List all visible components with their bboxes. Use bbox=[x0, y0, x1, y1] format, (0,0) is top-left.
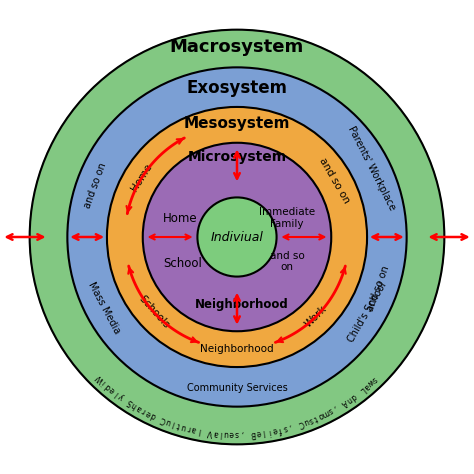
Text: l: l bbox=[198, 426, 201, 435]
Text: s: s bbox=[282, 423, 288, 433]
Text: u: u bbox=[180, 421, 187, 432]
Text: e: e bbox=[108, 384, 117, 394]
Text: e: e bbox=[229, 429, 234, 438]
Text: m: m bbox=[320, 407, 331, 419]
Text: l: l bbox=[262, 428, 265, 437]
Text: S: S bbox=[125, 397, 134, 407]
Text: r: r bbox=[140, 406, 147, 415]
Text: and so on: and so on bbox=[82, 161, 108, 210]
Text: Home: Home bbox=[163, 212, 198, 225]
Text: Macrosystem: Macrosystem bbox=[170, 37, 304, 55]
Text: B: B bbox=[250, 428, 256, 438]
Text: l: l bbox=[219, 428, 222, 438]
Text: Child's School: Child's School bbox=[346, 281, 389, 344]
Text: Exosystem: Exosystem bbox=[186, 79, 288, 97]
Text: a: a bbox=[361, 381, 371, 391]
Text: e: e bbox=[145, 408, 153, 418]
Text: ,: , bbox=[332, 403, 338, 412]
Text: Indiviual: Indiviual bbox=[210, 230, 264, 244]
Text: Immediate
Family: Immediate Family bbox=[259, 207, 315, 229]
Text: u: u bbox=[224, 429, 229, 438]
Text: d: d bbox=[348, 391, 358, 401]
Text: C: C bbox=[159, 414, 167, 425]
Text: Schools: Schools bbox=[137, 294, 171, 330]
Text: h: h bbox=[130, 400, 139, 410]
Text: i: i bbox=[267, 427, 271, 436]
Text: ,: , bbox=[288, 422, 293, 431]
Text: Home: Home bbox=[129, 162, 154, 193]
Text: W: W bbox=[94, 373, 106, 384]
Text: L: L bbox=[357, 384, 366, 394]
Text: s: s bbox=[327, 406, 334, 415]
Text: d: d bbox=[149, 410, 157, 420]
Text: Neighborhood: Neighborhood bbox=[195, 298, 289, 311]
Text: y: y bbox=[116, 391, 125, 401]
Text: u: u bbox=[164, 417, 172, 427]
Circle shape bbox=[67, 67, 407, 407]
Text: Parents' Workplace: Parents' Workplace bbox=[346, 125, 397, 212]
Text: f: f bbox=[278, 425, 282, 434]
Text: and so on: and so on bbox=[366, 264, 392, 313]
Text: ,: , bbox=[241, 429, 244, 438]
Circle shape bbox=[107, 107, 367, 367]
Text: Microsystem: Microsystem bbox=[187, 150, 287, 164]
Text: C: C bbox=[297, 418, 305, 428]
Text: t: t bbox=[312, 413, 319, 422]
Text: u: u bbox=[302, 417, 310, 427]
Text: w: w bbox=[365, 377, 375, 388]
Text: l: l bbox=[113, 389, 120, 397]
Circle shape bbox=[30, 30, 444, 444]
Text: and so on: and so on bbox=[317, 156, 351, 206]
Text: School: School bbox=[163, 257, 202, 270]
Text: s: s bbox=[369, 374, 378, 383]
Text: s: s bbox=[307, 415, 314, 425]
Text: o: o bbox=[317, 410, 325, 420]
Text: t: t bbox=[176, 420, 181, 430]
Text: e: e bbox=[256, 428, 261, 438]
Text: A: A bbox=[340, 397, 349, 407]
Text: r: r bbox=[186, 423, 191, 433]
Text: Work: Work bbox=[303, 303, 329, 329]
Text: Community Services: Community Services bbox=[187, 383, 287, 393]
Text: Mesosystem: Mesosystem bbox=[184, 117, 290, 131]
Text: and so
on: and so on bbox=[270, 251, 304, 272]
Text: l: l bbox=[171, 419, 176, 428]
Text: Neighborhood: Neighborhood bbox=[200, 344, 274, 354]
Text: s: s bbox=[235, 429, 239, 438]
Text: a: a bbox=[212, 428, 219, 438]
Text: n: n bbox=[344, 394, 353, 404]
Text: Mass Media: Mass Media bbox=[86, 280, 122, 336]
Text: e: e bbox=[272, 426, 278, 435]
Text: V: V bbox=[207, 427, 213, 437]
Text: a: a bbox=[191, 424, 198, 434]
Text: i: i bbox=[100, 378, 108, 386]
Circle shape bbox=[143, 143, 331, 331]
Text: d: d bbox=[103, 381, 113, 391]
Circle shape bbox=[197, 197, 277, 277]
Text: a: a bbox=[135, 403, 143, 413]
